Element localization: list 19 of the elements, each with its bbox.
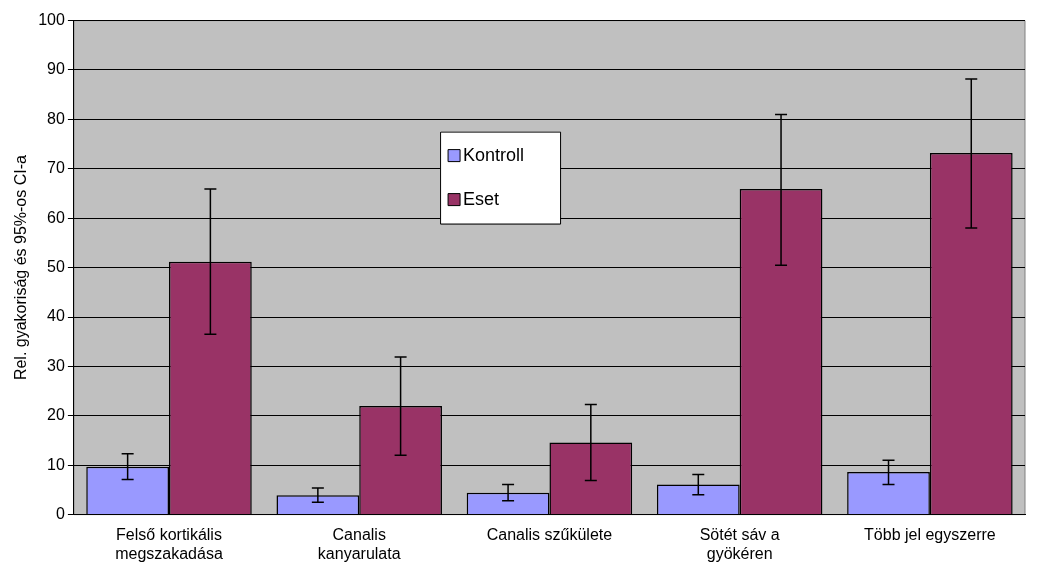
y-tick-label: 0: [55, 505, 65, 523]
y-tick-label: 60: [47, 208, 65, 226]
x-tick-label: Sötét sáv a gyökéren: [699, 525, 780, 562]
y-tick-label: 100: [38, 11, 65, 29]
y-tick-label: 10: [47, 455, 65, 473]
y-tick-label: 20: [47, 406, 65, 424]
x-tick-label: Canalis szűkülete: [486, 525, 613, 543]
y-axis-title: Rel. gyakoriság és 95%-os CI-a: [12, 155, 30, 381]
x-tick-label: Canalis kanyarulata: [317, 525, 401, 562]
legend-label: Kontroll: [463, 144, 525, 165]
y-tick-label: 80: [47, 109, 65, 127]
y-tick-label: 40: [47, 307, 65, 325]
x-tick-label: Felső kortikális megszakadása: [115, 525, 223, 562]
y-tick-label: 70: [47, 159, 65, 177]
x-tick-label: Több jel egyszerre: [864, 525, 996, 543]
y-tick-label: 50: [47, 258, 65, 276]
y-tick-label: 30: [47, 356, 65, 374]
y-tick-label: 90: [47, 60, 65, 78]
legend-label: Eset: [463, 188, 500, 209]
